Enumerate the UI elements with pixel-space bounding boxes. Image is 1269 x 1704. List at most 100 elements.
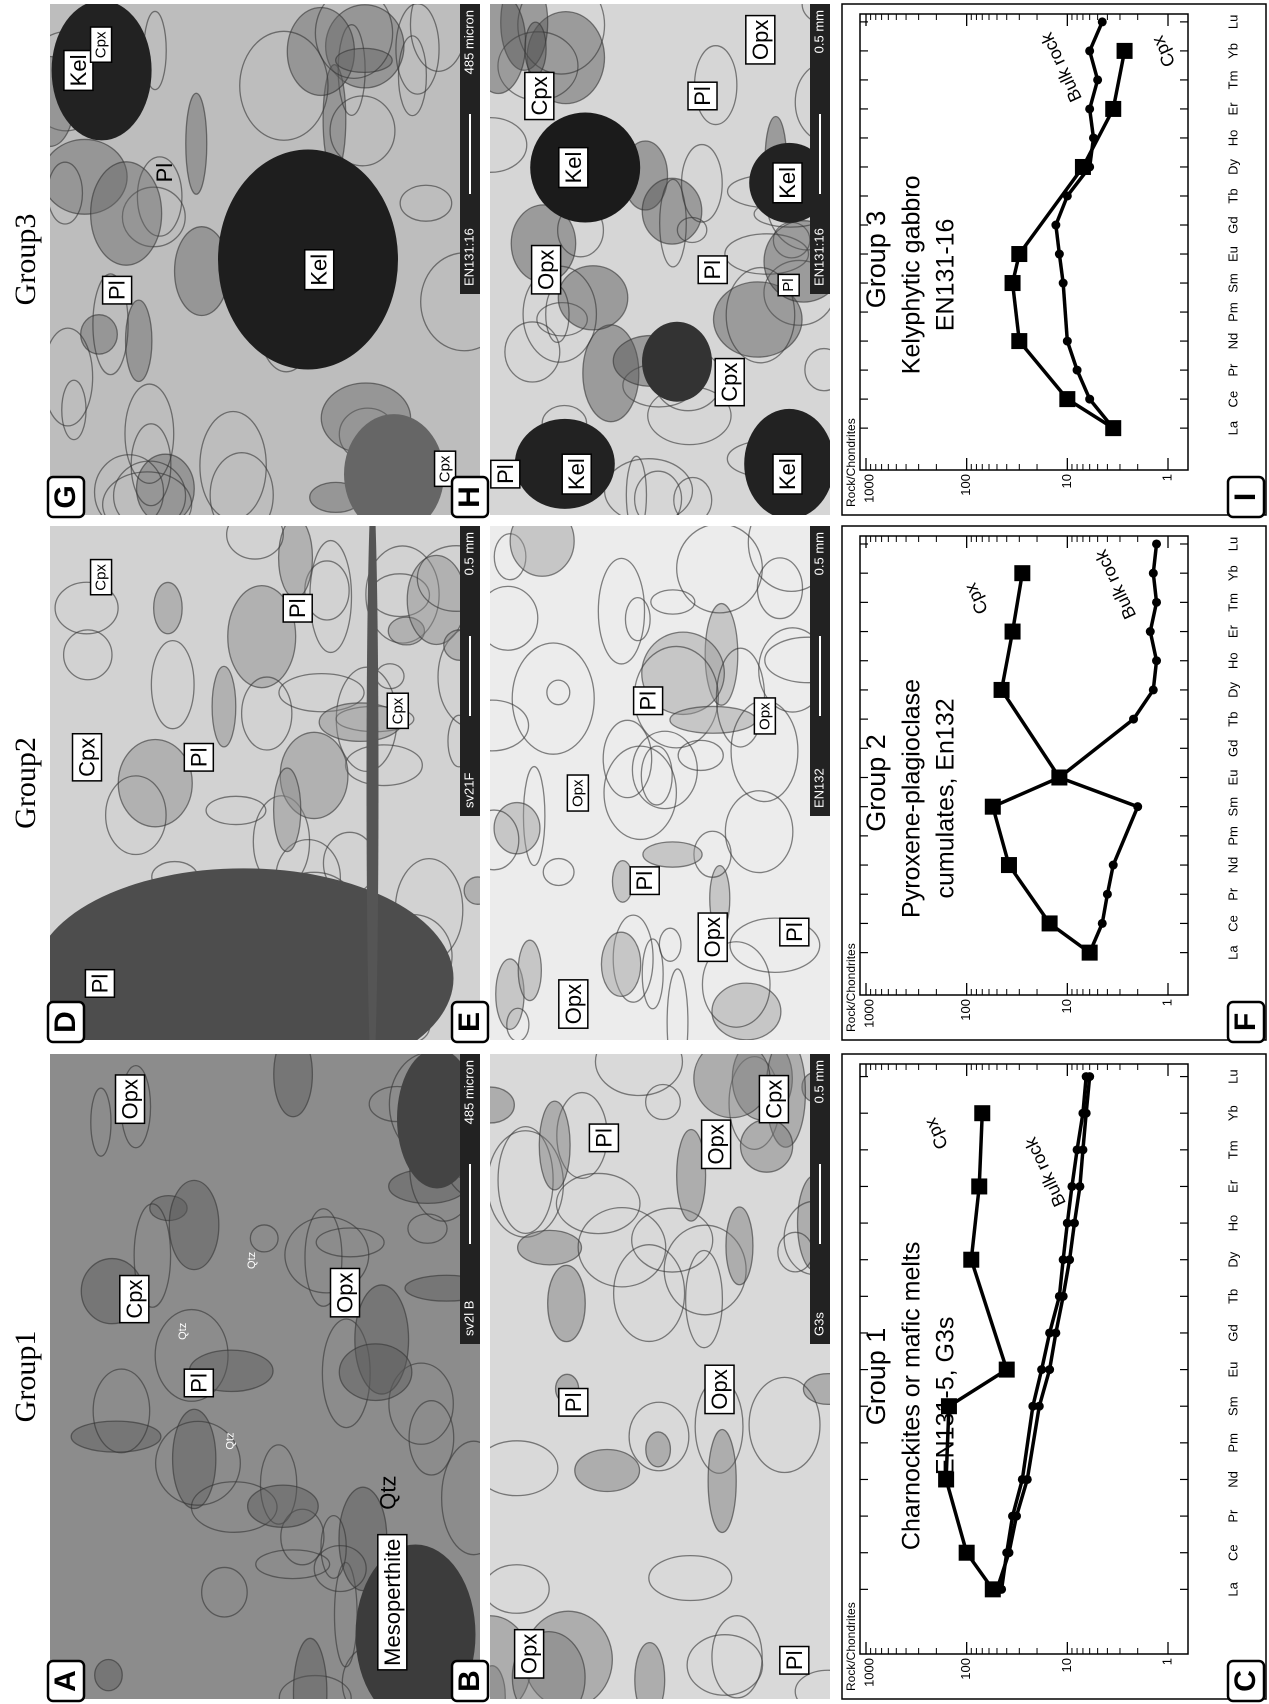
panel-letter: H xyxy=(453,486,486,508)
x-tick-label: La xyxy=(1225,420,1240,435)
mineral-grain xyxy=(646,1432,671,1467)
mineral-grain xyxy=(764,221,843,302)
data-point xyxy=(1109,861,1118,870)
micrograph: sv2l B485 micronQtzMesoperthitePlCpxOpxO… xyxy=(50,1032,514,1704)
group-title: Group3 xyxy=(9,214,42,306)
mineral-grain xyxy=(81,315,118,354)
mineral-label: Cpx xyxy=(122,1280,147,1319)
group-title: Group1 xyxy=(9,1331,42,1423)
data-point xyxy=(1023,1475,1032,1484)
mineral-label: Pl xyxy=(780,278,797,291)
mineral-label: Pl xyxy=(87,974,112,994)
x-tick-label: Pm xyxy=(1225,1433,1240,1453)
mineral-label: Opx xyxy=(534,250,559,290)
mineral-label: Cpx xyxy=(93,564,110,591)
x-tick-label: La xyxy=(1225,945,1240,960)
data-point xyxy=(1078,1145,1087,1154)
mineral-grain xyxy=(708,1430,736,1533)
sample-id: EN131:16 xyxy=(811,228,826,286)
mineral-grain xyxy=(248,1485,319,1527)
x-tick-label: Pr xyxy=(1225,887,1240,901)
mineral-grain xyxy=(118,740,192,827)
mineral-label: Qtz xyxy=(376,1475,401,1509)
x-tick-label: Gd xyxy=(1225,216,1240,233)
data-point xyxy=(985,799,1001,815)
x-tick-label: Nd xyxy=(1225,857,1240,874)
data-point xyxy=(1152,656,1161,665)
mineral-label: Pl xyxy=(561,1393,586,1413)
data-point xyxy=(963,1252,979,1268)
data-point xyxy=(1059,1292,1068,1301)
data-point xyxy=(1133,802,1142,811)
mineral-label: Pl xyxy=(700,260,725,280)
x-tick-label: Tb xyxy=(1225,712,1240,727)
data-point xyxy=(1082,1109,1091,1118)
x-tick-label: Nd xyxy=(1225,333,1240,350)
x-tick-label: Sm xyxy=(1225,1396,1240,1416)
micrograph: G3s0.5 mmOpxPlPlOpxOpxCpxPl xyxy=(450,1028,860,1704)
x-tick-label: Ho xyxy=(1225,652,1240,669)
data-point xyxy=(1089,133,1098,142)
data-point xyxy=(1035,1402,1044,1411)
data-point xyxy=(1051,1328,1060,1337)
mineral-grain xyxy=(670,706,756,733)
mineral-grain xyxy=(186,93,207,194)
mineral-grain xyxy=(726,1207,753,1285)
panel-letter: E xyxy=(453,1012,486,1032)
x-tick-label: Pr xyxy=(1225,363,1240,377)
y-tick-label: 10 xyxy=(1059,474,1074,488)
mineral-label: Opx xyxy=(517,1634,542,1674)
data-point xyxy=(1085,104,1094,113)
mineral-label: Opx xyxy=(700,917,725,957)
mineral-label: Opx xyxy=(756,702,773,730)
x-tick-label: Gd xyxy=(1225,740,1240,757)
mineral-grain xyxy=(154,582,183,633)
data-point xyxy=(1055,773,1064,782)
chart-title: Group 2 xyxy=(861,734,891,832)
mineral-label: Cpx xyxy=(717,363,742,402)
x-tick-label: Ho xyxy=(1225,130,1240,147)
y-tick-label: 1 xyxy=(1159,1658,1174,1665)
scale-text: 0.5 mm xyxy=(811,1060,826,1103)
y-tick-label: 100 xyxy=(958,474,973,496)
x-tick-label: Dy xyxy=(1225,1251,1240,1267)
data-point xyxy=(1129,715,1138,724)
scale-text: 485 micron xyxy=(461,10,476,74)
data-point xyxy=(1011,246,1027,262)
mineral-label: Opx xyxy=(707,1369,732,1409)
data-point xyxy=(994,682,1010,698)
chart-title: Group 1 xyxy=(861,1328,891,1426)
data-point xyxy=(1070,1219,1079,1228)
mineral-grain xyxy=(510,506,574,576)
y-axis-label: Rock/Chondrites xyxy=(844,1602,858,1691)
mineral-grain xyxy=(635,1643,665,1704)
y-axis-label: Rock/Chondrites xyxy=(844,418,858,507)
x-tick-label: Pr xyxy=(1225,1509,1240,1523)
mineral-label: Qtz xyxy=(225,1432,237,1449)
data-point xyxy=(1037,1365,1046,1374)
y-tick-label: 1000 xyxy=(861,1658,876,1687)
mineral-label: Pl xyxy=(591,1128,616,1148)
mineral-grain xyxy=(339,1344,412,1401)
micrograph: EN131:16485 micronPlPlKelKelCpxCpx xyxy=(25,0,507,537)
y-tick-label: 1000 xyxy=(861,474,876,503)
mineral-label: Pl xyxy=(152,163,177,183)
data-point xyxy=(1005,275,1021,291)
mineral-grain xyxy=(212,666,236,747)
panel-letter: G xyxy=(49,485,82,508)
data-point xyxy=(1152,539,1161,548)
data-point xyxy=(1085,948,1094,957)
chart-title: Group 3 xyxy=(861,211,891,309)
sample-id: EN131:16 xyxy=(461,228,476,286)
data-point xyxy=(971,1178,987,1194)
x-tick-label: Tb xyxy=(1225,188,1240,203)
y-tick-label: 1 xyxy=(1159,999,1174,1006)
mineral-grain xyxy=(518,940,541,1000)
x-tick-label: Tm xyxy=(1225,1140,1240,1159)
sample-id: sv21F xyxy=(461,773,476,808)
mineral-label: Opx xyxy=(704,1124,729,1164)
mineral-label: Cpx xyxy=(389,697,406,724)
mineral-label: Pl xyxy=(782,1651,807,1671)
mineral-grain xyxy=(95,1660,123,1691)
data-point xyxy=(1146,627,1155,636)
